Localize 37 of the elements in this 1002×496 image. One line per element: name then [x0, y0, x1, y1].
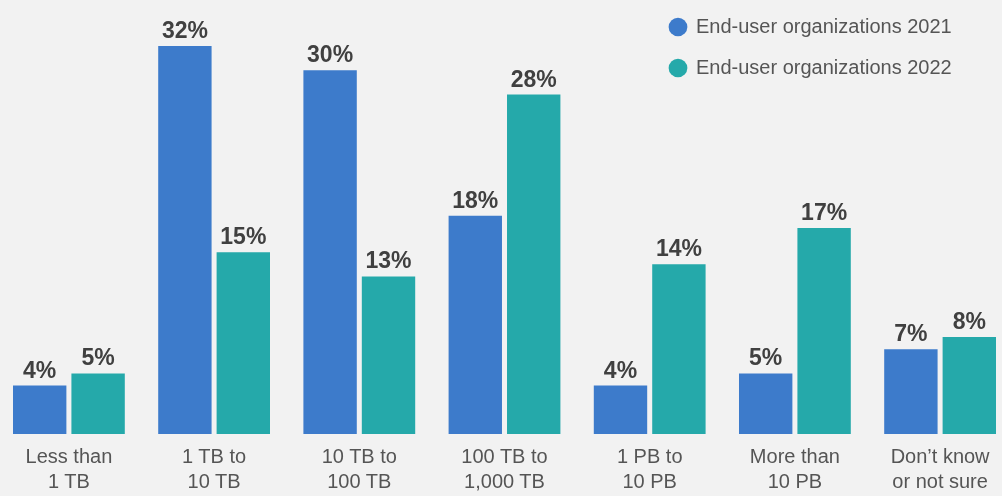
bar	[797, 227, 851, 434]
bar	[652, 264, 706, 434]
bar	[361, 276, 416, 434]
x-tick-label: 1 TB to 10 TB	[182, 444, 247, 492]
x-tick-label: Less than 1 TB	[25, 444, 113, 492]
bar	[507, 94, 561, 434]
bar	[216, 252, 270, 434]
bar	[158, 46, 212, 434]
data-label: 15%	[220, 223, 267, 250]
bar	[71, 373, 125, 434]
data-label: 5%	[749, 344, 783, 371]
data-label: 13%	[365, 247, 412, 274]
data-label: 14%	[655, 235, 702, 262]
data-label: 30%	[307, 41, 354, 68]
x-tick-label: 10 TB to 100 TB	[321, 444, 397, 492]
data-label: 32%	[161, 17, 208, 43]
legend-label: End-user organizations 2022	[696, 56, 952, 78]
data-label: 28%	[510, 65, 557, 92]
bar	[942, 337, 996, 434]
x-tick-label: 1 PB to 10 PB	[616, 444, 683, 492]
bar	[303, 70, 357, 434]
data-label: 18%	[452, 186, 499, 213]
bar	[13, 385, 67, 434]
data-label: 17%	[801, 198, 848, 225]
bar	[884, 349, 938, 434]
x-tick-label: 100 TB to 1,000 TB	[461, 444, 548, 492]
bar	[448, 215, 502, 434]
data-label: 8%	[952, 308, 986, 334]
bar	[593, 385, 648, 434]
data-label: 4%	[603, 356, 638, 383]
bar	[739, 373, 793, 434]
x-tick-label: More than 10 PB	[749, 444, 840, 492]
legend-label: End-user organizations 2021	[696, 15, 952, 37]
x-tick-label: Don’t know or not sure	[890, 444, 991, 492]
data-label: 5%	[81, 344, 115, 371]
data-label: 4%	[23, 356, 57, 383]
data-label: 7%	[894, 320, 928, 347]
